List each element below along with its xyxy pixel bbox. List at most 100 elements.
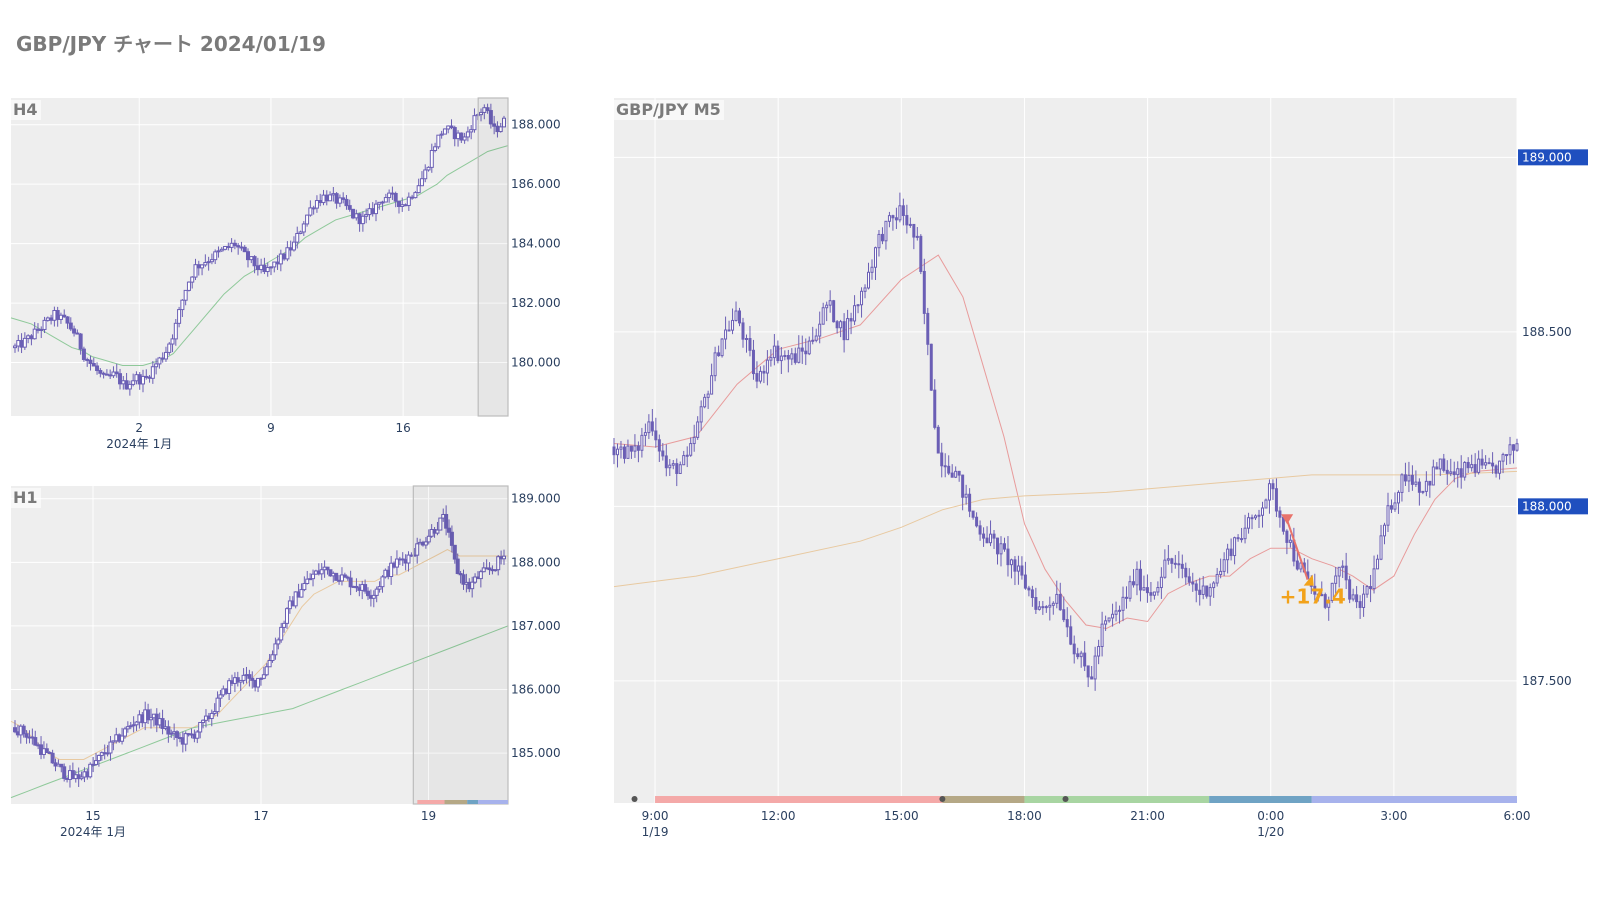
candle-body: [954, 470, 958, 478]
candle-body: [1250, 517, 1254, 520]
candle-body: [39, 328, 44, 331]
candle-body: [748, 338, 752, 351]
candle-body: [612, 446, 616, 456]
panel-title-bg: [11, 100, 41, 120]
candle-body: [1288, 539, 1292, 543]
candle-body: [685, 454, 689, 457]
candle-body: [821, 307, 825, 325]
candle-body: [318, 200, 323, 204]
candle-body: [1093, 655, 1097, 680]
candle-body: [1051, 602, 1055, 606]
candle-body: [279, 626, 284, 641]
candle-body: [456, 132, 461, 140]
candle-body: [357, 213, 362, 225]
candle-body: [496, 556, 501, 571]
candle-body: [299, 589, 304, 598]
candle-body: [689, 443, 693, 456]
candle-body: [264, 666, 269, 676]
candle-body: [1505, 454, 1509, 457]
candle-body: [423, 169, 428, 180]
candles: [13, 505, 506, 788]
candles: [612, 192, 1519, 691]
x-sublabel: 2024年 1月: [106, 437, 172, 451]
x-tick-label: 9: [267, 421, 275, 435]
candle-body: [703, 396, 707, 408]
candle-body: [664, 455, 668, 469]
candle-body: [804, 350, 808, 355]
candle-body: [894, 217, 898, 221]
candle-body: [488, 110, 493, 125]
candle-body: [1365, 586, 1369, 595]
pips-label: +17.4: [1280, 585, 1346, 609]
candle-body: [173, 322, 178, 340]
candle-body: [772, 345, 776, 359]
candle-body: [853, 305, 857, 322]
candle-body: [811, 339, 815, 342]
candle-body: [125, 726, 130, 730]
candle-body: [1166, 558, 1170, 561]
candle-body: [734, 310, 738, 321]
x-tick-label: 2: [135, 421, 143, 435]
candle-body: [282, 622, 287, 628]
price-badge: [1518, 149, 1588, 166]
candle-body: [1351, 594, 1355, 600]
candle-body: [104, 373, 109, 376]
panel-title-bg: [614, 100, 724, 120]
candle-body: [626, 445, 630, 459]
candle-body: [433, 146, 438, 151]
y-tick-label: 186.000: [511, 683, 561, 697]
candle-body: [696, 421, 700, 438]
candle-body: [68, 322, 73, 330]
candle-body: [190, 276, 195, 283]
session-dot: [631, 796, 638, 802]
candle-body: [236, 245, 241, 248]
candle-body: [284, 608, 289, 624]
candle-body: [203, 262, 208, 266]
x-tick-label: 15: [85, 809, 100, 823]
candle-body: [654, 430, 658, 441]
candle-body: [193, 264, 198, 278]
candle-body: [154, 363, 159, 368]
candle-body: [738, 310, 742, 324]
candle-body: [758, 370, 762, 382]
candle-body: [347, 205, 352, 210]
candle-body: [98, 370, 103, 374]
candle-body: [348, 577, 353, 588]
candle-body: [713, 352, 717, 377]
candle-body: [985, 537, 989, 544]
candle-body: [198, 721, 203, 733]
candle-body: [209, 712, 214, 720]
candle-body: [887, 215, 891, 222]
candle-body: [186, 281, 191, 291]
candle-body: [1260, 507, 1264, 516]
candle-body: [387, 192, 392, 199]
candle-body: [374, 203, 379, 215]
candle-body: [180, 299, 185, 311]
candle-body: [842, 321, 846, 341]
candle-body: [429, 149, 434, 168]
candle-body: [765, 359, 769, 374]
candle-body: [1295, 560, 1299, 570]
x-sublabel: 2024年 1月: [60, 825, 126, 839]
candle-body: [692, 436, 696, 445]
price-badge: [1518, 498, 1588, 515]
candle-body: [131, 380, 136, 385]
candle-body: [452, 127, 457, 140]
candle-body: [1512, 444, 1516, 451]
candle-body: [334, 193, 339, 204]
candle-body: [647, 421, 651, 434]
page-title: GBP/JPY チャート 2024/01/19: [16, 32, 326, 56]
candle-body: [175, 731, 180, 739]
candle-body: [62, 766, 67, 779]
x-tick-sublabel: 1/20: [1257, 825, 1284, 839]
candle-body: [88, 763, 93, 778]
candle-body: [1205, 585, 1209, 597]
candle-body: [150, 366, 155, 379]
candle-body: [1058, 593, 1062, 611]
candle-body: [19, 340, 24, 348]
candle-body: [1424, 480, 1428, 492]
candle-body: [259, 264, 264, 271]
candle-body: [947, 465, 951, 474]
plot-area: [11, 486, 508, 804]
candle-body: [870, 266, 874, 273]
